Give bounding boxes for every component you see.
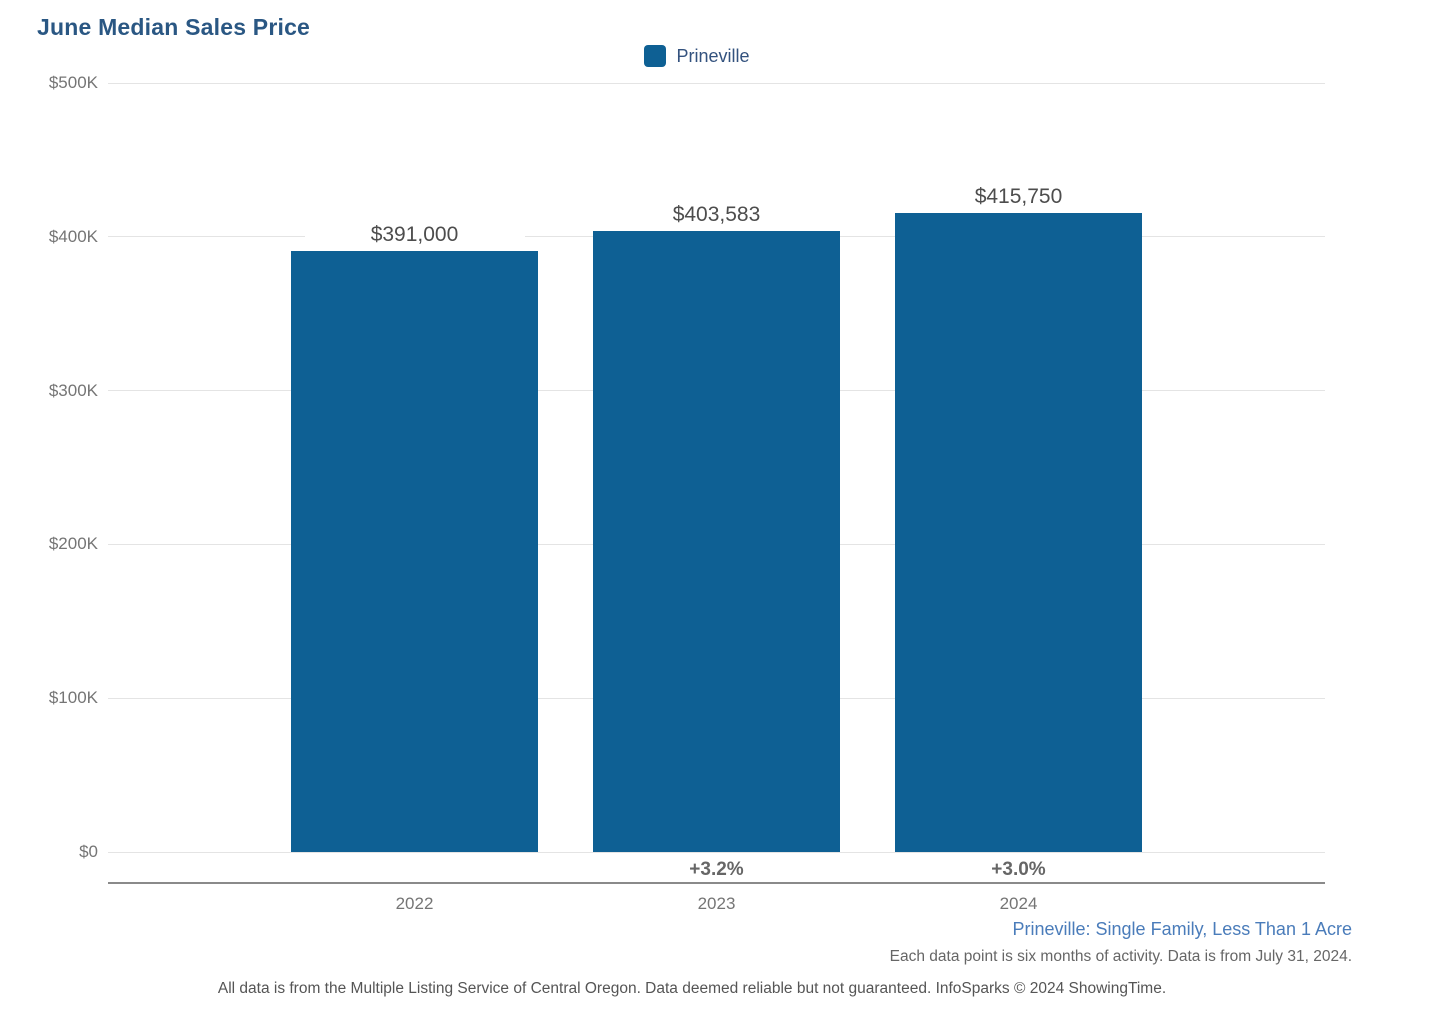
bar-value-label-2024: $415,750 bbox=[908, 183, 1129, 210]
legend[interactable]: Prineville bbox=[0, 45, 1394, 67]
chart-title: June Median Sales Price bbox=[37, 14, 311, 40]
bar-2023[interactable] bbox=[593, 231, 840, 852]
disclaimer-text: All data is from the Multiple Listing Se… bbox=[217, 980, 1167, 997]
legend-swatch-icon bbox=[644, 45, 667, 67]
bar-value-label-2023: $403,583 bbox=[606, 202, 827, 229]
legend-label: Prineville bbox=[676, 45, 750, 66]
y-axis-tick-label: $300K bbox=[48, 380, 98, 400]
x-axis-line bbox=[108, 882, 1325, 884]
y-axis-tick-label: $200K bbox=[48, 534, 98, 554]
bar-value-label-2022: $391,000 bbox=[304, 221, 525, 248]
bar-2022[interactable] bbox=[291, 250, 538, 852]
y-axis-tick-label: $100K bbox=[48, 688, 98, 708]
gridline-0 bbox=[108, 851, 1325, 853]
x-axis-tick-label-2022: 2022 bbox=[395, 894, 434, 913]
series-description-link[interactable]: Prineville: Single Family, Less Than 1 A… bbox=[1012, 919, 1353, 939]
y-axis-tick-label: $400K bbox=[48, 226, 98, 246]
x-axis-tick-label-2024: 2024 bbox=[999, 894, 1038, 913]
pct-change-label-2024: +3.0% bbox=[991, 859, 1046, 880]
y-axis-tick-label: $500K bbox=[48, 73, 98, 92]
pct-change-label-2023: +3.2% bbox=[689, 859, 744, 880]
bar-2024[interactable] bbox=[895, 212, 1142, 852]
gridline-500k bbox=[108, 82, 1325, 84]
y-axis-tick-label: $0 bbox=[79, 842, 98, 861]
data-note: Each data point is six months of activit… bbox=[889, 948, 1352, 965]
x-axis-tick-label-2023: 2023 bbox=[697, 894, 736, 913]
